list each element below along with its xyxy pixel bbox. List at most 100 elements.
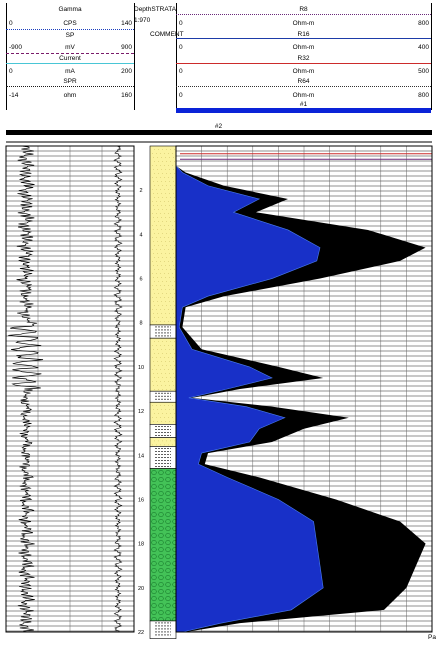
sand-dot (165, 229, 166, 230)
sand-dot (165, 349, 166, 350)
sand-dot (172, 417, 173, 418)
curve-unit: Ohm-m (292, 92, 315, 99)
sand-dot (160, 249, 161, 250)
sand-dot (153, 181, 154, 182)
sand-dot (160, 273, 161, 274)
sand-dot (174, 413, 175, 414)
gravel-pebble (158, 469, 164, 476)
sand-dot (170, 317, 171, 318)
sand-dot (158, 245, 159, 246)
depth-tick-label: 20 (138, 586, 144, 592)
sand-dot (154, 245, 155, 246)
sand-dot (166, 245, 167, 246)
sand-dot (170, 365, 171, 366)
sand-dot (160, 177, 161, 178)
sand-dot (158, 377, 159, 378)
sand-dot (164, 165, 165, 166)
sand-dot (169, 229, 170, 230)
sand-dot (164, 153, 165, 154)
sand-dot (154, 281, 155, 282)
curve-max: 140 (121, 20, 132, 27)
sand-dot (172, 213, 173, 214)
sand-dot (169, 181, 170, 182)
left-track-frame (5, 145, 135, 633)
sand-dot (157, 157, 158, 158)
sand-dot (173, 217, 174, 218)
sand-dot (158, 209, 159, 210)
sand-dot (174, 245, 175, 246)
sand-dot (154, 269, 155, 270)
sand-dot (156, 177, 157, 178)
sand-dot (165, 241, 166, 242)
sand-dot (170, 257, 171, 258)
sand-dot (169, 253, 170, 254)
sand-dot (154, 197, 155, 198)
sand-dot (157, 205, 158, 206)
sand-dot (164, 177, 165, 178)
sand-dot (156, 225, 157, 226)
gravel-pebble (165, 567, 171, 574)
sand-dot (154, 161, 155, 162)
gravel-pebble (165, 511, 171, 518)
sand-dot (168, 189, 169, 190)
gravel-pebble (151, 483, 157, 490)
sand-dot (154, 221, 155, 222)
sand-dot (162, 245, 163, 246)
curve-min: 0 (179, 44, 183, 51)
sand-dot (174, 233, 175, 234)
sand-dot (161, 373, 162, 374)
gravel-pebble (165, 539, 171, 546)
gravel-pebble (158, 567, 164, 574)
sand-dot (169, 349, 170, 350)
sand-dot (164, 444, 165, 446)
sand-dot (173, 373, 174, 374)
curve-name: R64 (297, 78, 310, 85)
sand-dot (168, 369, 169, 370)
sand-dot (160, 417, 161, 418)
curve-min: -900 (9, 44, 23, 51)
gravel-pebble (165, 595, 171, 602)
sand-dot (173, 205, 174, 206)
sand-dot (166, 269, 167, 270)
sand-dot (172, 297, 173, 298)
sand-dot (173, 229, 174, 230)
sand-dot (158, 293, 159, 294)
sand-dot (158, 233, 159, 234)
sand-dot (174, 353, 175, 354)
sand-dot (153, 301, 154, 302)
sand-dot (165, 277, 166, 278)
depth-ratio: 1:970 (134, 17, 151, 24)
sand-dot (160, 261, 161, 262)
sand-dot (174, 377, 175, 378)
sand-dot (169, 313, 170, 314)
marker-1-bar (176, 108, 431, 113)
sand-dot (156, 417, 157, 418)
sand-dot (158, 317, 159, 318)
sand-dot (157, 229, 158, 230)
sand-dot (170, 149, 171, 150)
sand-dot (162, 389, 163, 390)
sand-dot (170, 185, 171, 186)
gravel-pebble (151, 602, 157, 609)
curve-line (6, 29, 134, 30)
gravel-pebble (165, 560, 171, 567)
gravel-pebble (158, 560, 164, 567)
sand-dot (152, 285, 153, 286)
sand-dot (157, 313, 158, 314)
sand-dot (160, 345, 161, 346)
sand-dot (154, 317, 155, 318)
depth-tick-label: 22 (138, 630, 144, 636)
curve-name: R8 (299, 6, 308, 13)
sand-dot (166, 305, 167, 306)
sand-dot (162, 317, 163, 318)
gravel-pebble (158, 595, 164, 602)
sand-dot (168, 285, 169, 286)
sand-dot (164, 381, 165, 382)
sand-dot (161, 229, 162, 230)
sand-dot (153, 277, 154, 278)
sand-dot (156, 345, 157, 346)
sand-dot (152, 273, 153, 274)
sand-dot (162, 161, 163, 162)
sand-dot (170, 221, 171, 222)
